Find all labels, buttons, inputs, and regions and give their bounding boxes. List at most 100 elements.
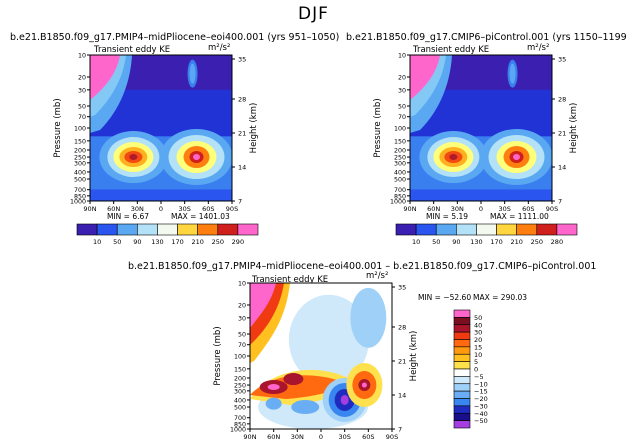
- panel-max: MAX = 1401.03: [171, 212, 230, 221]
- tl-ytick-label: 30: [78, 87, 86, 94]
- b-colorbar-swatch: [453, 346, 471, 355]
- tr-colorbar-label: 90: [452, 238, 460, 246]
- tr-ytick-label: 150: [394, 138, 406, 145]
- b-y2label: Height (km): [409, 331, 419, 382]
- b-ytick-label: 500: [234, 405, 246, 412]
- b-colorbar-label: 10: [474, 351, 482, 359]
- tl-htick-label: 7: [238, 198, 242, 206]
- tl-xtick-label: 30S: [178, 205, 190, 213]
- tr-ytick-label: 250: [394, 155, 406, 162]
- tl-surface: [90, 189, 232, 201]
- b-colorbar-swatch: [453, 339, 471, 348]
- tl-ylabel: Pressure (mb): [53, 98, 63, 157]
- tl-ytick-label: 500: [74, 177, 86, 184]
- tl-xtick-label: 30N: [131, 205, 144, 213]
- tl-ytick-label: 20: [78, 74, 86, 81]
- tl-field: [90, 55, 232, 201]
- tl-colorbar-swatch: [157, 223, 178, 236]
- b-wash-3: [350, 287, 387, 348]
- panel-max: MAX = 290.03: [473, 293, 528, 302]
- b-colorbar-label: 15: [474, 343, 482, 351]
- b-htick-label: 28: [398, 324, 406, 332]
- b-htick-label: 21: [398, 358, 406, 366]
- b-ytick-label: 1000: [230, 427, 246, 434]
- b-low-blue-2: [265, 397, 282, 410]
- tr-colorbar-swatch: [476, 223, 497, 236]
- b-xtick-label: 30N: [291, 433, 304, 441]
- b-field: [250, 283, 392, 429]
- b-htick-label: 7: [398, 426, 402, 434]
- tl-ytick-label: 150: [74, 138, 86, 145]
- tl-colorbar-label: 10: [93, 238, 101, 246]
- tl-colorbar-label: 250: [212, 238, 224, 246]
- tl-htick-label: 28: [238, 96, 246, 104]
- tr-xtick-label: 60N: [427, 205, 440, 213]
- tl-ytick-label: 250: [74, 155, 86, 162]
- b-colorbar-swatch: [453, 324, 471, 333]
- b-colorbar-label: −50: [474, 417, 488, 425]
- tr-colorbar-swatch: [516, 223, 538, 236]
- tl-htick-label: 14: [238, 164, 246, 172]
- b-ytick-label: 200: [234, 375, 246, 382]
- b-ytick-label: 850: [234, 421, 246, 428]
- tl-polar-core: [90, 55, 120, 100]
- b-colorbar-label: −10: [474, 380, 488, 388]
- panel-sublabel-left: Transient eddy KE: [413, 45, 490, 55]
- tl-htick-label: 35: [238, 56, 246, 64]
- b-colorbar-label: −30: [474, 402, 488, 410]
- b-ytick-label: 70: [238, 342, 246, 349]
- b-htick-label: 35: [398, 284, 406, 292]
- b-colorbar-label: −20: [474, 395, 488, 403]
- tr-htick-label: 35: [558, 56, 566, 64]
- b-shjet-decrease-4: [340, 394, 349, 405]
- tr-colorbar-label: 210: [510, 238, 522, 246]
- tl-ytick-label: 50: [78, 104, 86, 111]
- tr-colorbar-swatch: [456, 223, 477, 236]
- b-ytick-label: 250: [234, 383, 246, 390]
- b-colorbar-swatch: [453, 361, 471, 370]
- b-ytick-label: 150: [234, 366, 246, 373]
- tl-ytick-label: 850: [74, 193, 86, 200]
- b-colorbar-swatch: [453, 353, 471, 362]
- tr-htick-label: 28: [558, 96, 566, 104]
- tl-colorbar-label: 50: [113, 238, 121, 246]
- b-colorbar-label: 5: [474, 358, 478, 366]
- tr-ytick-label: 300: [394, 160, 406, 167]
- b-colorbar-label: 40: [474, 321, 482, 329]
- b-colorbar-label: −5: [474, 373, 484, 381]
- tr-ytick-label: 700: [394, 187, 406, 194]
- tl-ytick-label: 700: [74, 187, 86, 194]
- tr-xtick-label: 90S: [546, 205, 558, 213]
- tl-colorbar-swatch: [116, 223, 138, 236]
- b-colorbar-label: 0: [474, 366, 478, 374]
- b-ytick-label: 400: [234, 397, 246, 404]
- panel-units: m²/s²: [208, 43, 231, 53]
- b-colorbar-swatch: [453, 309, 471, 318]
- tr-ytick-label: 850: [394, 193, 406, 200]
- tl-ytick-label: 300: [74, 160, 86, 167]
- panel-min: MIN = −52.60: [418, 293, 472, 302]
- tl-nhjet-6: [129, 154, 138, 161]
- tl-xtick-label: 60N: [107, 205, 120, 213]
- panel-sublabel-left: Transient eddy KE: [252, 275, 329, 285]
- tl-shjet-6: [193, 154, 200, 161]
- tl-y2label: Height (km): [249, 103, 259, 154]
- tr-ytick-label: 100: [394, 126, 406, 133]
- b-nhjet-core-2: [267, 384, 280, 391]
- tl-colorbar-swatch: [237, 223, 259, 236]
- tl-colorbar-label: 90: [133, 238, 141, 246]
- b-colorbar-swatch: [453, 412, 471, 421]
- tr-shjet-6: [513, 154, 520, 161]
- b-xtick-label: 60N: [267, 433, 280, 441]
- tr-xtick-label: 0: [479, 205, 483, 213]
- tl-xtick-label: 90S: [226, 205, 238, 213]
- page-title: DJF: [298, 4, 329, 24]
- tr-ylabel: Pressure (mb): [373, 98, 383, 157]
- b-nhjet-core-3: [283, 373, 304, 386]
- b-colorbar-label: 50: [474, 314, 482, 322]
- b-colorbar-label: −40: [474, 410, 488, 418]
- tr-xtick-label: 30S: [498, 205, 510, 213]
- panel-units: m²/s²: [366, 271, 389, 281]
- tl-colorbar-label: 210: [191, 238, 203, 246]
- b-ylabel: Pressure (mb): [213, 326, 223, 385]
